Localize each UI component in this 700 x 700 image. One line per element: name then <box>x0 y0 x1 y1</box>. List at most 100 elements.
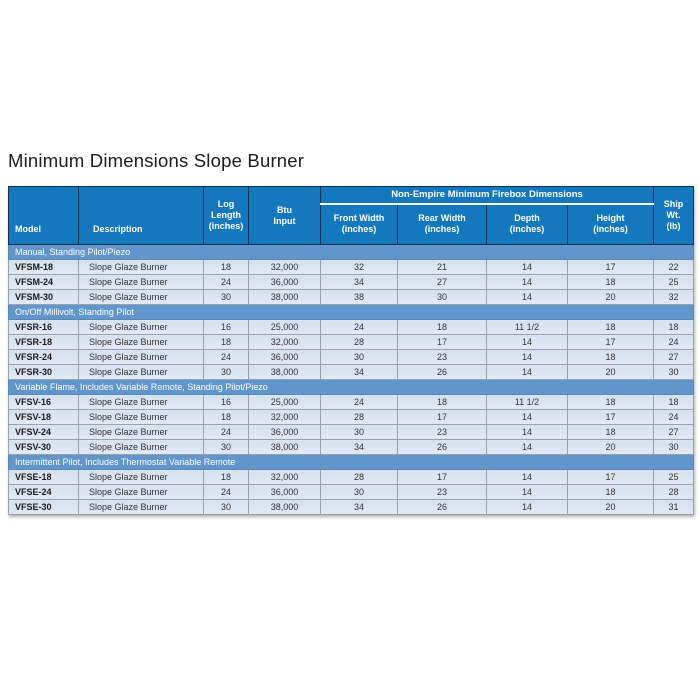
header-row-group: Model Description Log Length (inches) Bt… <box>8 186 695 245</box>
cell-front-width: 34 <box>320 439 398 455</box>
cell-ship-wt: 30 <box>653 439 695 455</box>
cell-description: Slope Glaze Burner <box>78 349 204 365</box>
cell-height: 17 <box>566 409 655 425</box>
cell-model: VFSR-30 <box>8 364 79 380</box>
cell-model: VFSR-24 <box>8 349 79 365</box>
cell-log-length: 24 <box>203 484 249 500</box>
cell-height: 18 <box>566 349 655 365</box>
table-row: VFSR-18 Slope Glaze Burner 18 32,000 28 17 14 1… <box>8 334 695 350</box>
cell-description: Slope Glaze Burner <box>78 499 204 515</box>
cell-depth: 14 <box>486 439 568 455</box>
section-header-row: On/Off Millivolt, Standing Pilot <box>7 304 695 320</box>
cell-description: Slope Glaze Burner <box>78 274 204 290</box>
page-title: Minimum Dimensions Slope Burner <box>8 150 305 171</box>
cell-rear-width: 18 <box>397 319 487 335</box>
table-row: VFSV-30 Slope Glaze Burner 30 38,000 34 26 14 2… <box>8 439 695 455</box>
table-row: VFSM-24 Slope Glaze Burner 24 36,000 34 27 14 1… <box>8 274 695 290</box>
cell-depth: 14 <box>486 334 568 350</box>
cell-btu-input: 38,000 <box>248 439 321 455</box>
cell-height: 17 <box>566 259 655 275</box>
cell-ship-wt: 18 <box>653 394 695 410</box>
cell-depth: 11 1/2 <box>486 319 568 335</box>
cell-rear-width: 30 <box>397 289 487 305</box>
cell-model: VFSV-24 <box>8 424 79 440</box>
cell-rear-width: 23 <box>397 349 487 365</box>
cell-model: VFSM-18 <box>8 259 79 275</box>
cell-description: Slope Glaze Burner <box>78 394 204 410</box>
cell-model: VFSE-24 <box>8 484 79 500</box>
cell-front-width: 34 <box>320 364 398 380</box>
column-header-rear-width: Rear Width (inches) <box>397 203 487 245</box>
table-row: VFSV-18 Slope Glaze Burner 18 32,000 28 17 14 1… <box>8 409 695 425</box>
cell-rear-width: 26 <box>397 499 487 515</box>
cell-height: 18 <box>566 319 655 335</box>
column-header-btu-input: Btu Input <box>248 186 321 245</box>
cell-depth: 14 <box>486 364 568 380</box>
cell-rear-width: 21 <box>397 259 487 275</box>
cell-front-width: 34 <box>320 499 398 515</box>
cell-description: Slope Glaze Burner <box>78 469 204 485</box>
cell-rear-width: 17 <box>397 334 487 350</box>
table-row: VFSM-18 Slope Glaze Burner 18 32,000 32 21 14 1… <box>8 259 695 275</box>
cell-description: Slope Glaze Burner <box>78 424 204 440</box>
cell-btu-input: 38,000 <box>248 499 321 515</box>
cell-log-length: 24 <box>203 424 249 440</box>
section-title: On/Off Millivolt, Standing Pilot <box>7 304 695 320</box>
section-header-row: Variable Flame, Includes Variable Remote… <box>7 379 695 395</box>
section-header-row: Intermittent Pilot, Includes Thermostat … <box>7 454 695 470</box>
cell-depth: 11 1/2 <box>486 394 568 410</box>
cell-depth: 14 <box>486 469 568 485</box>
cell-log-length: 16 <box>203 319 249 335</box>
cell-front-width: 28 <box>320 409 398 425</box>
table-row: VFSE-30 Slope Glaze Burner 30 38,000 34 26 14 2… <box>8 499 695 515</box>
cell-rear-width: 26 <box>397 439 487 455</box>
cell-log-length: 24 <box>203 274 249 290</box>
cell-log-length: 30 <box>203 289 249 305</box>
cell-log-length: 18 <box>203 409 249 425</box>
cell-front-width: 28 <box>320 469 398 485</box>
cell-ship-wt: 27 <box>653 424 695 440</box>
column-header-model: Model <box>8 186 79 245</box>
cell-description: Slope Glaze Burner <box>78 334 204 350</box>
cell-ship-wt: 24 <box>653 409 695 425</box>
cell-front-width: 24 <box>320 319 398 335</box>
table-row: VFSM-30 Slope Glaze Burner 30 38,000 38 30 14 2… <box>8 289 695 305</box>
cell-ship-wt: 30 <box>653 364 695 380</box>
cell-height: 17 <box>566 469 655 485</box>
cell-btu-input: 32,000 <box>248 259 321 275</box>
cell-ship-wt: 18 <box>653 319 695 335</box>
cell-front-width: 24 <box>320 394 398 410</box>
cell-depth: 14 <box>486 409 568 425</box>
cell-model: VFSV-16 <box>8 394 79 410</box>
cell-depth: 14 <box>486 274 568 290</box>
column-group-firebox-dimensions: Non-Empire Minimum Firebox Dimensions <box>319 186 655 205</box>
cell-ship-wt: 32 <box>653 289 695 305</box>
cell-btu-input: 38,000 <box>248 289 321 305</box>
cell-height: 20 <box>566 364 655 380</box>
section-title: Variable Flame, Includes Variable Remote… <box>7 379 695 395</box>
cell-ship-wt: 27 <box>653 349 695 365</box>
cell-front-width: 38 <box>320 289 398 305</box>
section-title: Manual, Standing Pilot/Piezo <box>7 244 695 260</box>
cell-front-width: 30 <box>320 349 398 365</box>
cell-btu-input: 36,000 <box>248 349 321 365</box>
cell-description: Slope Glaze Burner <box>78 364 204 380</box>
cell-height: 18 <box>566 274 655 290</box>
cell-btu-input: 32,000 <box>248 334 321 350</box>
cell-height: 20 <box>566 289 655 305</box>
cell-btu-input: 32,000 <box>248 409 321 425</box>
cell-height: 20 <box>566 499 655 515</box>
cell-rear-width: 17 <box>397 409 487 425</box>
cell-front-width: 28 <box>320 334 398 350</box>
cell-height: 18 <box>566 484 655 500</box>
cell-description: Slope Glaze Burner <box>78 319 204 335</box>
cell-depth: 14 <box>486 499 568 515</box>
table-row: VFSR-24 Slope Glaze Burner 24 36,000 30 23 14 1… <box>8 349 695 365</box>
cell-height: 20 <box>566 439 655 455</box>
header-row-sub: Front Width (inches) Rear Width (inches)… <box>9 203 694 245</box>
cell-rear-width: 23 <box>397 424 487 440</box>
cell-log-length: 24 <box>203 349 249 365</box>
cell-btu-input: 32,000 <box>248 469 321 485</box>
cell-log-length: 18 <box>203 334 249 350</box>
